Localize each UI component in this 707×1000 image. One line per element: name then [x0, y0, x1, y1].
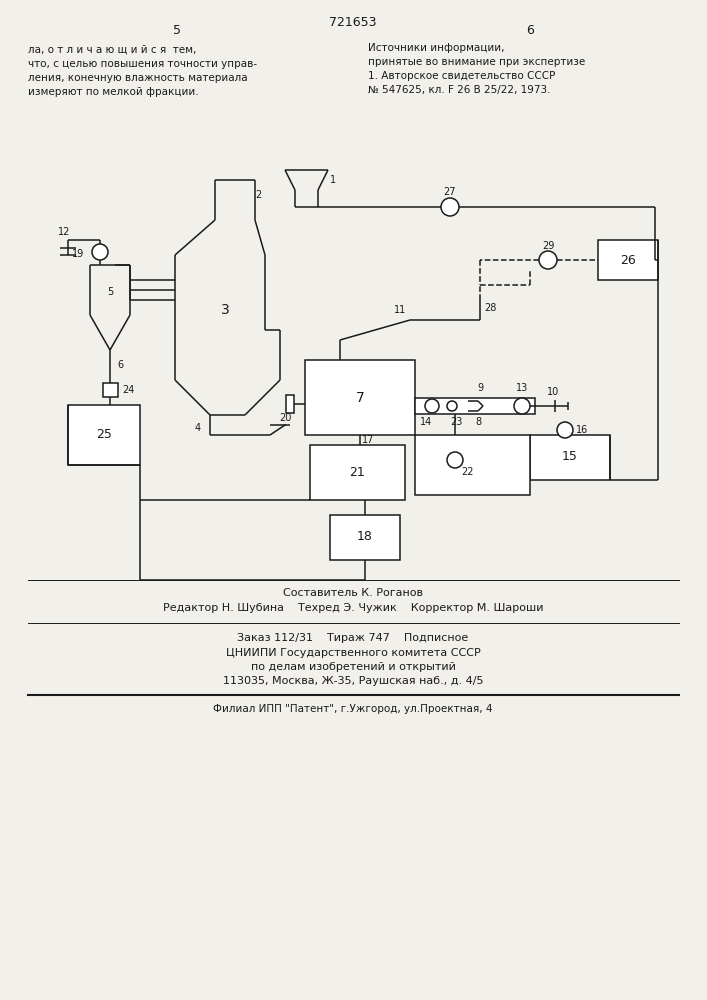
Text: 26: 26 [620, 253, 636, 266]
Bar [103, 383, 118, 397]
Circle shape [447, 452, 463, 468]
Text: 2: 2 [255, 190, 261, 200]
Text: принятые во внимание при экспертизе: принятые во внимание при экспертизе [368, 57, 585, 67]
Circle shape [514, 398, 530, 414]
Text: 16: 16 [576, 425, 588, 435]
Text: что, с целью повышения точности управ-: что, с целью повышения точности управ- [28, 59, 257, 69]
Text: 28: 28 [484, 303, 496, 313]
Text: 11: 11 [394, 305, 406, 315]
Text: 15: 15 [562, 450, 578, 464]
Bar [286, 395, 294, 413]
Text: № 547625, кл. F 26 B 25/22, 1973.: № 547625, кл. F 26 B 25/22, 1973. [368, 85, 551, 95]
Text: по делам изобретений и открытий: по делам изобретений и открытий [250, 662, 455, 672]
Text: 10: 10 [547, 387, 559, 397]
Text: 721653: 721653 [329, 16, 377, 29]
Text: 13: 13 [516, 383, 528, 393]
Text: 24: 24 [122, 385, 134, 395]
Text: измеряют по мелкой фракции.: измеряют по мелкой фракции. [28, 87, 199, 97]
Text: 8: 8 [475, 417, 481, 427]
Text: 1. Авторское свидетельство СССР: 1. Авторское свидетельство СССР [368, 71, 556, 81]
Text: ла, о т л и ч а ю щ и й с я  тем,: ла, о т л и ч а ю щ и й с я тем, [28, 45, 197, 55]
Text: ления, конечную влажность материала: ления, конечную влажность материала [28, 73, 247, 83]
Text: 5: 5 [173, 23, 181, 36]
Text: 5: 5 [107, 287, 113, 297]
Text: Редактор Н. Шубина    Техред Э. Чужик    Корректор М. Шароши: Редактор Н. Шубина Техред Э. Чужик Корре… [163, 603, 543, 613]
Text: 6: 6 [117, 360, 123, 370]
Text: 113035, Москва, Ж-35, Раушская наб., д. 4/5: 113035, Москва, Ж-35, Раушская наб., д. … [223, 676, 484, 686]
Bar [415, 435, 530, 495]
Text: 6: 6 [526, 23, 534, 36]
Bar [310, 445, 405, 500]
Bar [530, 435, 610, 480]
Text: Филиал ИПП "Патент", г.Ужгород, ул.Проектная, 4: Филиал ИПП "Патент", г.Ужгород, ул.Проек… [214, 704, 493, 714]
Text: 27: 27 [444, 187, 456, 197]
Text: 1: 1 [330, 175, 336, 185]
Text: Составитель К. Роганов: Составитель К. Роганов [283, 588, 423, 598]
Text: Заказ 112/31    Тираж 747    Подписное: Заказ 112/31 Тираж 747 Подписное [238, 633, 469, 643]
Circle shape [425, 399, 439, 413]
Text: 7: 7 [356, 391, 364, 405]
Text: 9: 9 [477, 383, 483, 393]
Text: 3: 3 [221, 303, 229, 317]
Text: 29: 29 [542, 241, 554, 251]
Text: 4: 4 [195, 423, 201, 433]
Text: 25: 25 [96, 428, 112, 442]
Text: 12: 12 [58, 227, 70, 237]
Text: 23: 23 [450, 417, 462, 427]
Circle shape [539, 251, 557, 269]
Text: 17: 17 [362, 435, 374, 445]
Bar [598, 240, 658, 280]
Text: 21: 21 [349, 466, 365, 480]
Text: 19: 19 [72, 249, 84, 259]
Circle shape [557, 422, 573, 438]
Circle shape [92, 244, 108, 260]
Text: 18: 18 [357, 530, 373, 544]
Bar [305, 360, 415, 435]
Circle shape [441, 198, 459, 216]
Bar [415, 398, 535, 414]
Text: ЦНИИПИ Государственного комитета СССР: ЦНИИПИ Государственного комитета СССР [226, 648, 480, 658]
Bar [330, 515, 400, 560]
Text: 22: 22 [462, 467, 474, 477]
Text: 20: 20 [279, 413, 291, 423]
Text: Источники информации,: Источники информации, [368, 43, 505, 53]
Circle shape [447, 401, 457, 411]
Text: 14: 14 [420, 417, 432, 427]
Bar [68, 405, 140, 465]
